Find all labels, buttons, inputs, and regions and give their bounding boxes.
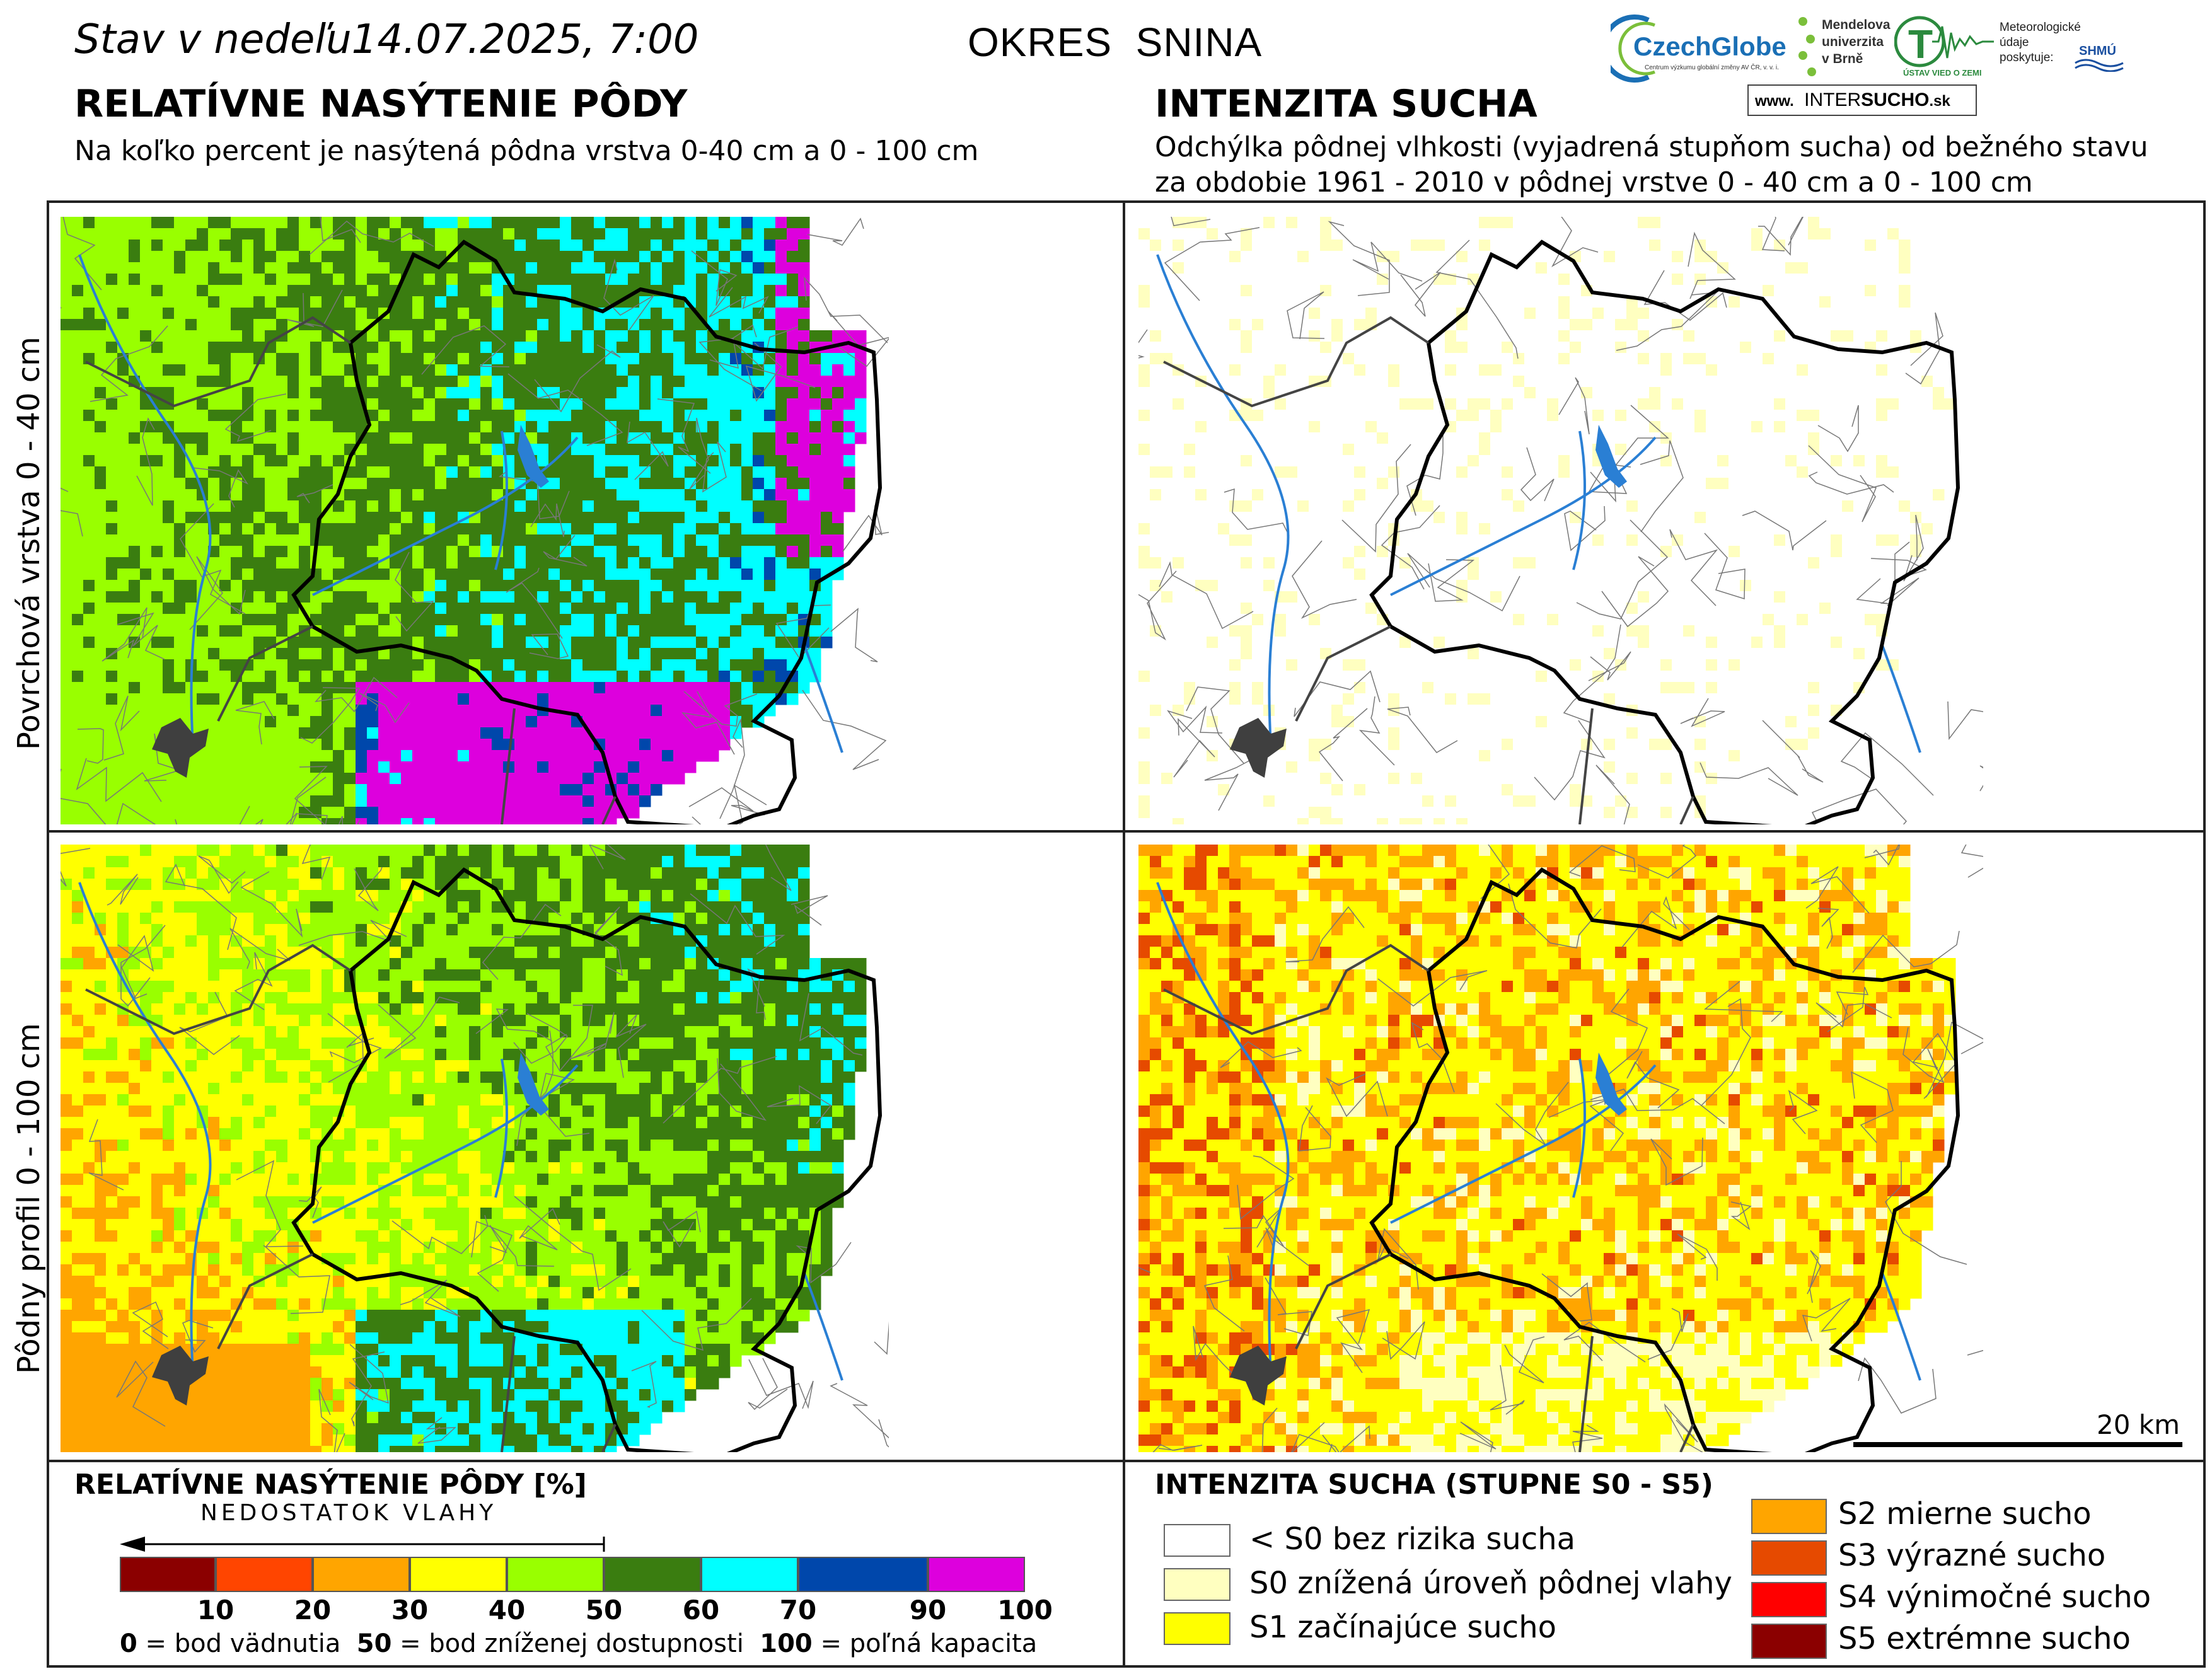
def-100-text: = poľná kapacita [812, 1629, 1038, 1658]
saturation-class-5 [604, 1557, 701, 1592]
saturation-tick-30: 30 [391, 1595, 429, 1625]
meteo-line-3: poskytuje: [2000, 51, 2054, 64]
drought-label-6: S5 extrémne sucho [1838, 1621, 2131, 1656]
czechglobe-subtext: Centrum výzkumu globální změny AV ČR, v.… [1645, 64, 1779, 71]
def-0-text: = bod vädnutia [137, 1629, 357, 1658]
date-prefix: Stav v nedeľu [74, 16, 352, 63]
left-title: RELATÍVNE NASÝTENIE PÔDY [74, 82, 688, 126]
meteo-line-1: Meteorologické [2000, 21, 2081, 34]
saturation-class-1 [216, 1557, 313, 1592]
meteo-text: Meteorologické údaje poskytuje: [2000, 20, 2081, 66]
drought-label-5: S4 výnimočné sucho [1838, 1579, 2151, 1615]
right-title: INTENZITA SUCHA [1155, 82, 1537, 126]
district-title: OKRES SNINA [968, 20, 1263, 65]
panels-divider-vertical [1123, 200, 1125, 1668]
legend-right-title: INTENZITA SUCHA (STUPNE S0 - S5) [1155, 1469, 1713, 1501]
drought-label-0: < S0 bez rizika sucha [1249, 1521, 1576, 1557]
map-drought-topsoil [1138, 217, 1983, 824]
drought-label-1: S0 znížená úroveň pôdnej vlahy [1249, 1566, 1732, 1601]
panels-divider-top [47, 830, 2206, 833]
mendel-line-3: v Brně [1822, 52, 1863, 66]
czechglobe-text: CzechGlobe [1633, 32, 1786, 61]
drought-label-4: S3 výrazné sucho [1838, 1538, 2106, 1573]
saturation-class-8 [928, 1557, 1025, 1592]
shmu-logo: SHMÚ [2073, 44, 2126, 72]
saturation-tick-40: 40 [488, 1595, 526, 1625]
right-subtitle-1: Odchýlka pôdnej vlhkosti (vyjadrená stup… [1155, 131, 2148, 163]
drought-swatch-0 [1164, 1524, 1230, 1557]
meteo-line-2: údaje [2000, 36, 2029, 49]
saturation-tick-60: 60 [682, 1595, 720, 1625]
drought-swatch-4 [1751, 1540, 1827, 1576]
saturation-class-4 [507, 1557, 604, 1592]
saturation-class-2 [313, 1557, 410, 1592]
saturation-tick-90: 90 [909, 1595, 947, 1625]
shortage-arrow [120, 1537, 605, 1552]
mendel-line-2: univerzita [1822, 35, 1884, 49]
def-50-text: = bod zníženej dostupnosti [391, 1629, 760, 1658]
saturation-tick-50: 50 [585, 1595, 623, 1625]
svg-text:T: T [1908, 21, 1933, 67]
right-subtitle-2: za obdobie 1961 - 2010 v pôdnej vrstve 0… [1155, 166, 2033, 199]
shortage-arrow-label: NEDOSTATOK VLAHY [200, 1500, 497, 1526]
map-saturation-profile [61, 845, 889, 1452]
drought-swatch-2 [1164, 1612, 1230, 1645]
intersucho-logo: www. INTERSUCHO.sk [1747, 84, 1977, 116]
row-label-top: Povrchová vrstva 0 - 40 cm [11, 337, 47, 750]
shmu-text: SHMÚ [2079, 44, 2116, 58]
scale-bar-label: 20 km [2097, 1409, 2180, 1440]
drought-swatch-5 [1751, 1582, 1827, 1617]
legend-left-title: RELATÍVNE NASÝTENIE PÔDY [%] [74, 1469, 587, 1501]
row-label-bottom: Pôdny profil 0 - 100 cm [11, 1023, 47, 1374]
intersucho-www: www. [1755, 93, 1794, 110]
mendel-line-1: Mendelova [1822, 18, 1891, 32]
saturation-class-7 [798, 1557, 928, 1592]
def-50-num: 50 [356, 1629, 392, 1658]
drought-label-3: S2 mierne sucho [1838, 1496, 2092, 1532]
saturation-class-3 [410, 1557, 507, 1592]
left-subtitle: Na koľko percent je nasýtená pôdna vrstv… [74, 135, 979, 167]
intersucho-sk: .sk [1929, 93, 1950, 110]
saturation-class-0 [120, 1557, 216, 1592]
drought-label-2: S1 začínajúce sucho [1249, 1610, 1556, 1645]
drought-swatch-6 [1751, 1624, 1827, 1659]
czechglobe-logo: CzechGlobe Centrum výzkumu globální změn… [1601, 14, 1793, 83]
legend-left-definitions: 0 = bod vädnutia 50 = bod zníženej dostu… [120, 1629, 1037, 1658]
uvoz-text: ÚSTAV VIED O ZEMI [1903, 68, 1982, 78]
mendel-logo: Mendelova univerzita v Brně [1797, 14, 1891, 83]
saturation-tick-10: 10 [197, 1595, 235, 1625]
drought-swatch-1 [1164, 1568, 1230, 1601]
panels-frame [47, 200, 2206, 1668]
uvoz-logo: T ÚSTAV VIED O ZEMI [1894, 14, 1995, 83]
saturation-tick-100: 100 [997, 1595, 1053, 1625]
def-0-num: 0 [120, 1629, 137, 1658]
saturation-tick-70: 70 [779, 1595, 817, 1625]
map-drought-profile [1138, 845, 1983, 1452]
panels-divider-bottom [47, 1460, 2206, 1462]
saturation-tick-20: 20 [294, 1595, 332, 1625]
intersucho-inter: INTER [1804, 89, 1862, 110]
date-value: 14.07.2025, 7:00 [351, 16, 699, 63]
def-100-num: 100 [760, 1629, 813, 1658]
intersucho-sucho: SUCHO [1861, 89, 1930, 110]
saturation-class-6 [701, 1557, 798, 1592]
map-saturation-topsoil [61, 217, 889, 824]
scale-bar [1853, 1442, 2182, 1447]
date-line: Stav v nedeľu14.07.2025, 7:00 [74, 16, 699, 63]
drought-swatch-3 [1751, 1499, 1827, 1534]
